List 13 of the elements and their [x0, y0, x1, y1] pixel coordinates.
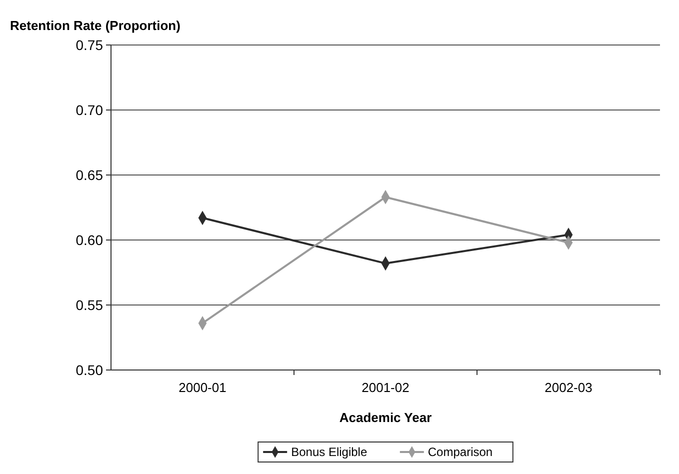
x-tick-label: 2002-03 [544, 380, 592, 395]
x-tick-label: 2001-02 [362, 380, 410, 395]
x-axis-title: Academic Year [339, 410, 432, 425]
y-axis-title: Retention Rate (Proportion) [10, 18, 180, 33]
y-tick-label: 0.55 [76, 296, 104, 313]
legend-label: Comparison [428, 445, 493, 460]
y-tick-label: 0.65 [76, 166, 104, 183]
x-tick-label: 2000-01 [178, 380, 226, 395]
y-tick-label: 0.70 [76, 102, 104, 118]
y-tick-label: 0.60 [76, 232, 104, 248]
y-tick-label: 0.50 [76, 362, 104, 378]
legend-label: Bonus Eligible [291, 445, 368, 460]
y-tick-label: 0.75 [76, 36, 104, 53]
